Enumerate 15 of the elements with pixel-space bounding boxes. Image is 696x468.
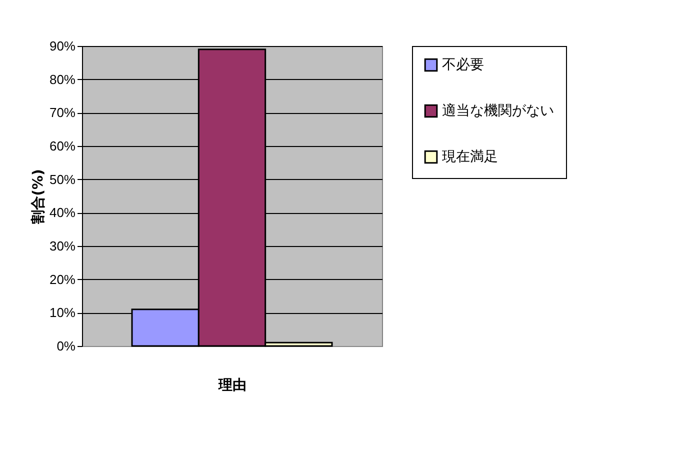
x-axis-title: 理由 <box>218 378 246 394</box>
y-tick-label: 50% <box>49 172 76 187</box>
legend-label: 適当な機関がない <box>442 103 554 119</box>
y-tick-label: 70% <box>49 105 76 120</box>
y-tick-label: 90% <box>49 38 76 54</box>
y-tick-label: 40% <box>49 205 76 220</box>
y-tick-label: 80% <box>49 72 76 87</box>
legend-label: 現在満足 <box>442 149 498 165</box>
y-tick-label: 20% <box>49 272 76 287</box>
y-tick-label: 30% <box>49 238 76 254</box>
y-tick-label: 60% <box>49 138 76 154</box>
y-tick-label: 0% <box>56 338 76 354</box>
y-axis-title: 割合(%) <box>29 169 46 225</box>
y-tick-label: 10% <box>49 305 76 320</box>
legend-label: 不必要 <box>442 57 484 73</box>
